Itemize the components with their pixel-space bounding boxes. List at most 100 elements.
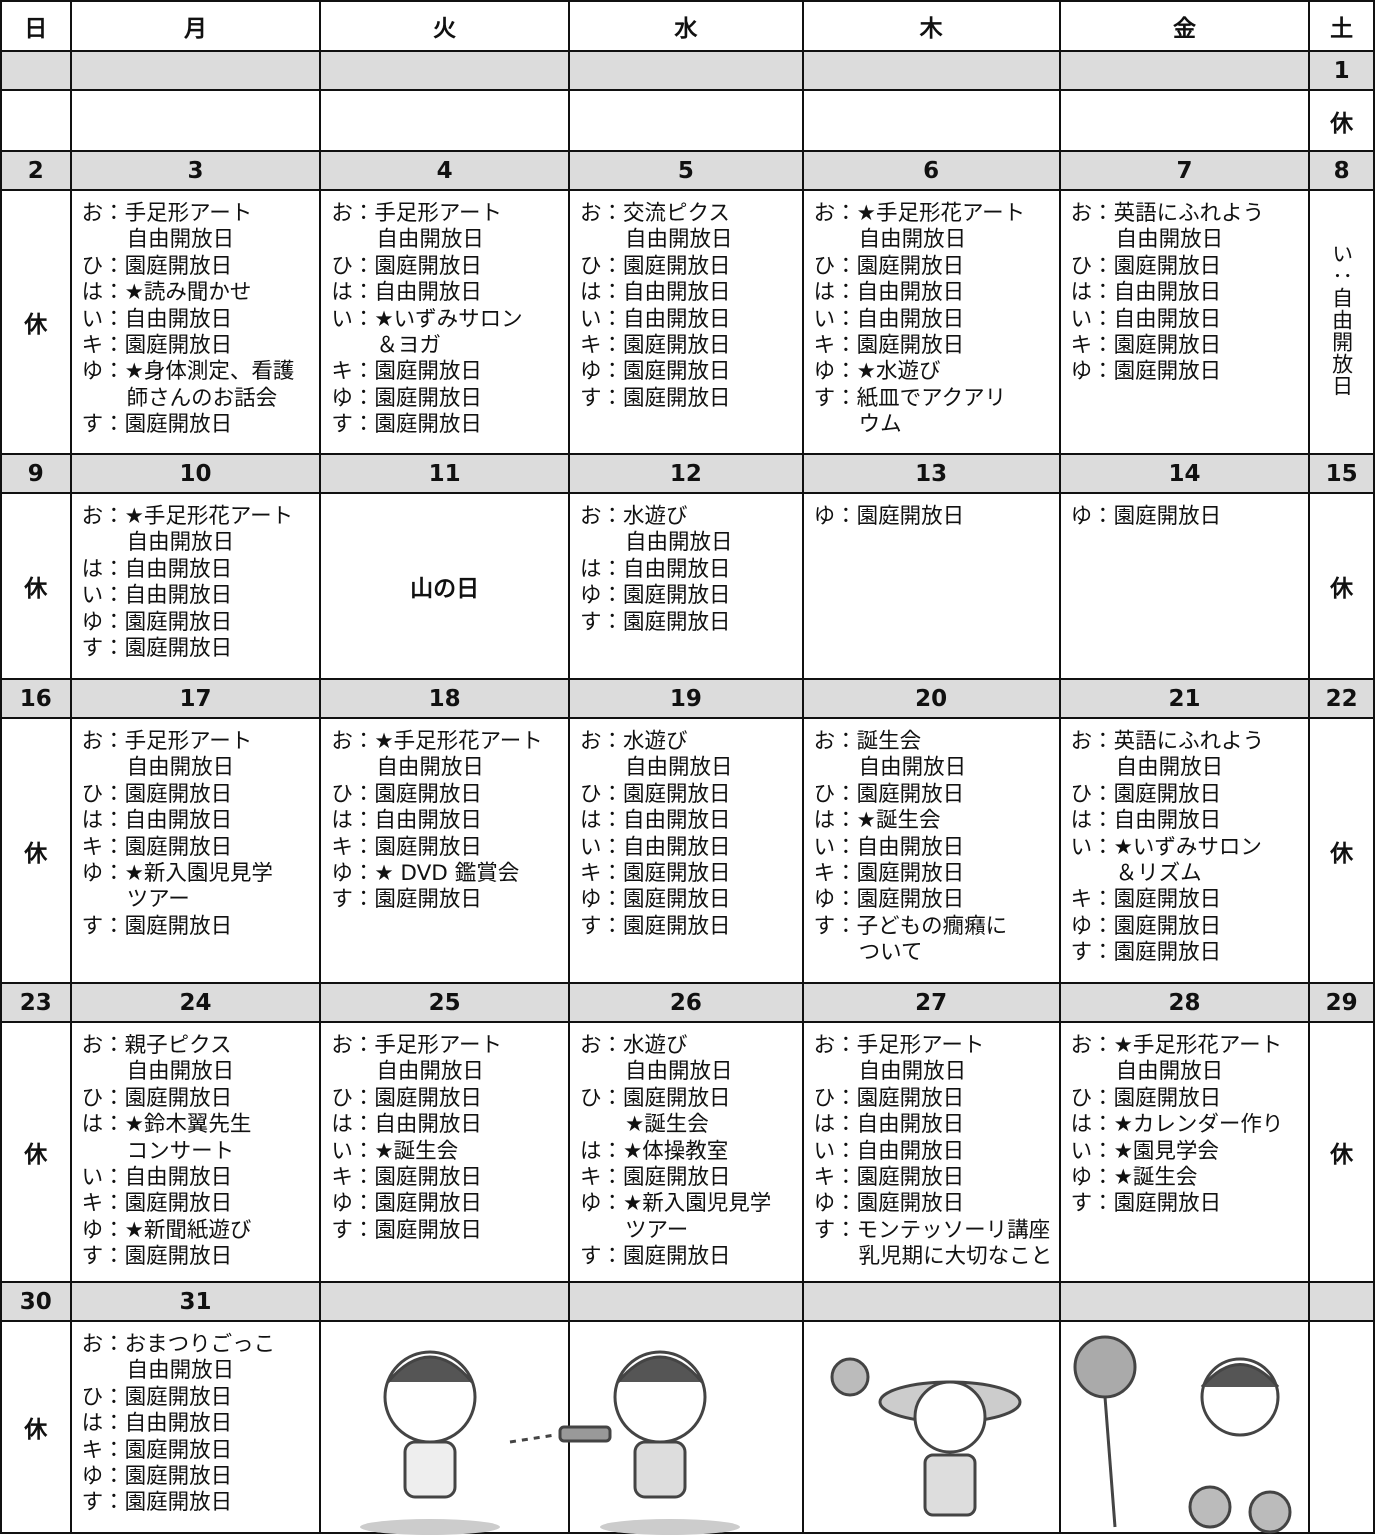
date-cell: 19 <box>568 678 804 719</box>
activity-line: は：自由開放日 <box>81 808 233 834</box>
day-cell: お：水遊び 自由開放日 は：自由開放日 ゆ：園庭開放日 す：園庭開放日 <box>568 492 804 680</box>
content-row: 休お：手足形アート 自由開放日 ひ：園庭開放日 は：★読み聞かせ い：自由開放日 キ：園庭… <box>0 189 1375 455</box>
activity-line: 自由開放日 <box>1115 1059 1224 1085</box>
day-cell: お：★手足形花アート 自由開放日 ひ：園庭開放日 は：★カレンダー作り い：★園見学会ゆ… <box>1058 1021 1311 1283</box>
day-cell: お：手足形アート 自由開放日 ひ：園庭開放日 は：自由開放日 い：自由開放日 キ：園庭開放… <box>801 1021 1061 1283</box>
activity-line: ゆ：★身体測定、看護 <box>81 359 295 385</box>
activity-line: ゆ：園庭開放日 <box>580 359 731 385</box>
activity-line: キ：園庭開放日 <box>81 1191 233 1217</box>
activity-line: キ：園庭開放日 <box>580 333 731 359</box>
date-row: 30 31 <box>0 1281 1375 1322</box>
activity-line: ついて <box>858 940 923 966</box>
activity-line: い：★いずみサロン <box>1070 834 1262 860</box>
activity-line: す：園庭開放日 <box>1070 1191 1222 1217</box>
date-cell: 27 <box>801 982 1061 1023</box>
date-cell: 6 <box>801 150 1061 191</box>
date-cell: 11 <box>319 453 571 494</box>
activity-line: ゆ：園庭開放日 <box>1070 504 1222 529</box>
activity-line: お：親子ピクス <box>81 1033 232 1058</box>
activity-line: す：園庭開放日 <box>81 412 233 438</box>
date-row: 1 <box>0 50 1375 91</box>
activity-line: は：★誕生会 <box>813 808 941 834</box>
day-cell: お：誕生会 自由開放日 ひ：園庭開放日 は：★誕生会 い：自由開放日 キ：園庭開放日 ゆ：園… <box>801 717 1061 984</box>
day-cell: お：★手足形花アート 自由開放日 ひ：園庭開放日 は：自由開放日 キ：園庭開放日 ゆ：★ … <box>319 717 571 984</box>
weekday-header: 月 <box>69 0 322 52</box>
activity-line: ゆ：園庭開放日 <box>813 887 965 913</box>
activity-line: は：★読み聞かせ <box>81 280 252 306</box>
activity-line: い：自由開放日 <box>813 1138 965 1164</box>
activity-line: は：★体操教室 <box>580 1138 729 1164</box>
weekday-header: 水 <box>568 0 804 52</box>
date-cell: 21 <box>1058 678 1311 719</box>
activity-line: ひ：園庭開放日 <box>813 781 965 807</box>
date-cell: 14 <box>1058 453 1311 494</box>
day-cell <box>568 89 804 152</box>
activity-line: い：★誕生会 <box>331 1138 459 1164</box>
date-cell: 5 <box>568 150 804 191</box>
content-row: 休お：おまつりごっこ 自由開放日 ひ：園庭開放日 は：自由開放日 キ：園庭開放日 ゆ：園庭… <box>0 1320 1375 1534</box>
day-cell: お：手足形アート 自由開放日 ひ：園庭開放日 は：★読み聞かせ い：自由開放日 キ：園庭開… <box>69 189 322 455</box>
activity-line: す：園庭開放日 <box>580 1244 731 1270</box>
activity-line: お：英語にふれよう <box>1070 729 1265 754</box>
activity-line: ひ：園庭開放日 <box>813 1085 965 1111</box>
activity-line: 自由開放日 <box>126 530 235 556</box>
date-cell <box>69 50 322 91</box>
day-cell: 休 <box>0 717 72 984</box>
content-row: 休お：★手足形花アート 自由開放日 は：自由開放日 い：自由開放日 ゆ：園庭開放日 す：園… <box>0 492 1375 680</box>
activity-line: い：自由開放日 <box>580 306 731 332</box>
date-cell: 31 <box>69 1281 322 1322</box>
activity-line: す：子どもの癇癪に <box>813 913 1008 939</box>
activity-line: ひ：園庭開放日 <box>331 1085 482 1111</box>
day-cell: お：手足形アート 自由開放日 ひ：園庭開放日 は：自由開放日 い：★誕生会 キ：園庭開放日… <box>319 1021 571 1283</box>
date-cell <box>319 1281 571 1322</box>
day-cell <box>0 89 72 152</box>
activity-line: お：手足形アート <box>81 729 253 754</box>
activity-line: ゆ：★誕生会 <box>1070 1165 1198 1191</box>
activity-line: 乳児期に大切なこと <box>858 1244 1053 1270</box>
date-cell: 18 <box>319 678 571 719</box>
illustrations <box>360 1335 1292 1535</box>
activity-line: す：園庭開放日 <box>1070 940 1222 966</box>
weekday-header: 日 <box>0 0 72 52</box>
activity-line: す：園庭開放日 <box>580 609 731 635</box>
day-cell <box>69 89 322 152</box>
activity-line: 自由開放日 <box>625 530 733 556</box>
activity-line: す：園庭開放日 <box>331 412 482 438</box>
activity-line: 自由開放日 <box>858 1059 967 1085</box>
activity-line: は：自由開放日 <box>81 556 233 582</box>
activity-line: は：自由開放日 <box>331 808 482 834</box>
activity-line: 自由開放日 <box>1115 755 1224 781</box>
activity-line: お：水遊び <box>580 1033 688 1058</box>
activity-line: ゆ：園庭開放日 <box>331 385 482 411</box>
activity-line: は：自由開放日 <box>813 280 965 306</box>
day-cell: 休 <box>0 492 72 680</box>
activity-line: お：誕生会 <box>813 729 922 754</box>
activity-line: は：自由開放日 <box>580 808 731 834</box>
activity-line: ゆ：園庭開放日 <box>580 583 731 609</box>
activity-line: い：自由開放日 <box>813 306 965 332</box>
activity-line: 自由開放日 <box>858 227 967 253</box>
date-row: 23 24 25 26 27 28 29 <box>0 982 1375 1023</box>
activity-line: ツアー <box>625 1217 689 1243</box>
day-cell: お：交流ピクス 自由開放日 ひ：園庭開放日 は：自由開放日 い：自由開放日 キ：園庭開放日… <box>568 189 804 455</box>
activity-line: す：園庭開放日 <box>81 1490 233 1516</box>
weekday-header: 火 <box>319 0 571 52</box>
activity-line: ゆ：園庭開放日 <box>81 609 233 635</box>
activity-line: い：自由開放日 <box>580 834 731 860</box>
activity-line: は：★鈴木翼先生 <box>81 1112 252 1138</box>
activity-line: キ：園庭開放日 <box>813 861 965 887</box>
activity-line: ゆ：★新入園児見学 <box>81 861 273 887</box>
date-row: 16 17 18 19 20 21 22 <box>0 678 1375 719</box>
activity-line: ＆リズム <box>1115 861 1202 887</box>
date-cell <box>801 1281 1061 1322</box>
date-cell <box>0 50 72 91</box>
day-cell: 休 <box>0 1320 72 1534</box>
day-cell <box>1308 1320 1375 1534</box>
date-cell <box>1058 1281 1311 1322</box>
day-cell: 休 <box>1308 89 1375 152</box>
date-cell <box>1308 1281 1375 1322</box>
day-cell: 休 <box>1308 1021 1375 1283</box>
date-cell: 13 <box>801 453 1061 494</box>
